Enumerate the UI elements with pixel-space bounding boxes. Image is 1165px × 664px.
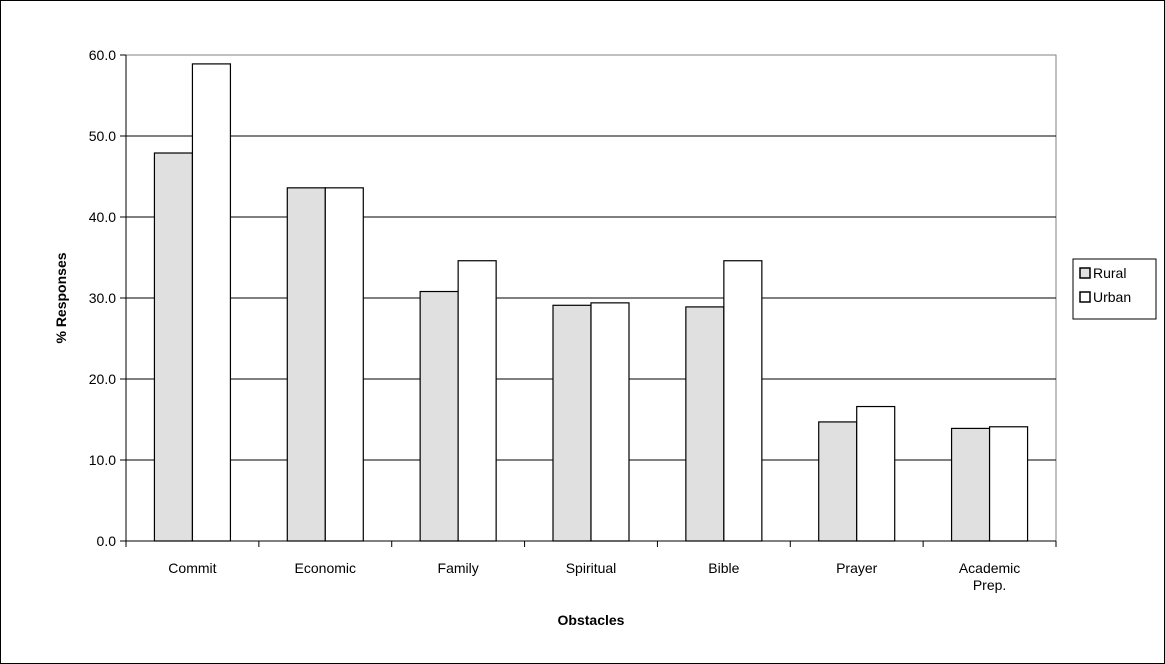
bar-rural bbox=[685, 306, 725, 542]
y-tick-label: 50.0 bbox=[89, 128, 116, 144]
y-tick-label: 10.0 bbox=[89, 452, 116, 468]
legend-items: Rural Urban bbox=[1079, 265, 1131, 305]
bar-urban bbox=[590, 302, 630, 542]
bar-urban bbox=[988, 426, 1029, 542]
bar-rural bbox=[286, 187, 326, 542]
x-tick-label: Family bbox=[438, 560, 479, 576]
x-tick-label: Prayer bbox=[836, 560, 878, 576]
x-ticks: Commit Economic Family Spiritual Bible Prayer… bbox=[125, 541, 1057, 593]
x-axis-title: Obstacles bbox=[558, 612, 625, 628]
y-axis-title: % Responses bbox=[53, 252, 69, 343]
bars bbox=[153, 63, 1029, 542]
legend-swatch bbox=[1079, 267, 1091, 279]
bar-urban bbox=[856, 405, 896, 542]
bar-urban bbox=[324, 187, 364, 542]
y-tick-label: 40.0 bbox=[89, 209, 116, 225]
bar-rural bbox=[950, 427, 991, 542]
x-tick-label: Economic bbox=[295, 560, 356, 576]
bar-rural bbox=[419, 290, 459, 542]
x-tick-label: Spiritual bbox=[566, 560, 617, 576]
legend-swatch bbox=[1079, 291, 1091, 303]
y-tick-label: 0.0 bbox=[97, 533, 117, 549]
x-tick-label: Academic bbox=[959, 560, 1020, 576]
bar-urban bbox=[723, 260, 763, 542]
y-tick-label: 30.0 bbox=[89, 290, 116, 306]
bar-urban bbox=[191, 63, 232, 542]
legend-label: Rural bbox=[1093, 265, 1126, 281]
x-tick-label: Prep. bbox=[973, 577, 1006, 593]
legend-label: Urban bbox=[1093, 289, 1131, 305]
bar-rural bbox=[552, 304, 592, 542]
bar-urban bbox=[457, 260, 497, 542]
x-tick-label: Commit bbox=[168, 560, 216, 576]
y-ticks: 0.0 10.0 20.0 30.0 40.0 50.0 60.0 bbox=[89, 47, 126, 549]
y-tick-label: 20.0 bbox=[89, 371, 116, 387]
x-tick-label: Bible bbox=[708, 560, 739, 576]
bar-rural bbox=[818, 421, 858, 542]
y-tick-label: 60.0 bbox=[89, 47, 116, 63]
legend: Rural Urban bbox=[1072, 258, 1157, 320]
bar-rural bbox=[153, 152, 194, 542]
